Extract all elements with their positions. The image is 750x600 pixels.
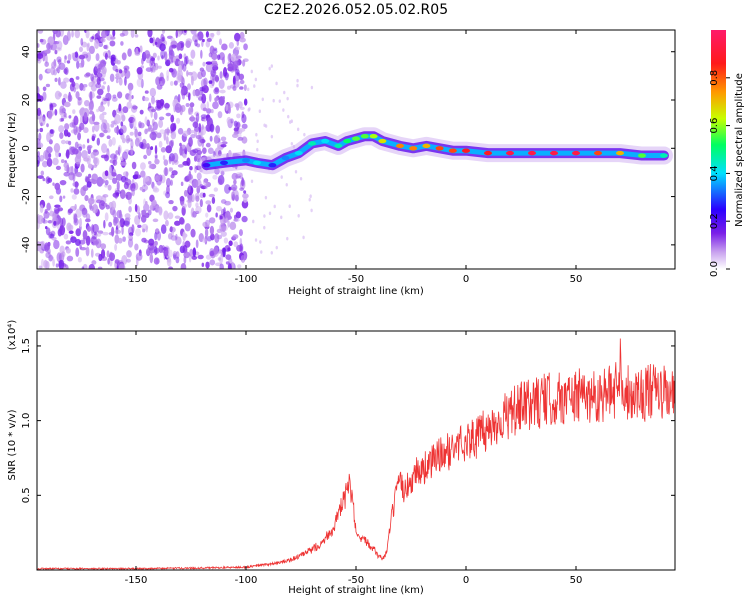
spectrogram-x-axis: -150 -100 -50 0 50 [125,30,583,285]
ridge-point [253,160,261,165]
ridge-point [352,136,360,141]
ridge-point [409,146,418,151]
y-tick-label: 40 [21,45,32,58]
snr-frame [36,330,676,571]
spectrogram-panel: -150 -100 -50 0 50 -40 -20 0 20 40 Height of str… [7,29,676,297]
y-tick-label: 0 [21,145,32,151]
ridge-point [396,143,404,149]
snr-y-axis: 0.5 1.0 1.5 [21,338,675,503]
snr-x-axis: -150 -100 -50 0 50 [125,331,583,586]
ridge-point [435,146,444,151]
ridge-point [360,134,369,139]
x-tick-label: 0 [463,274,469,285]
snr-y-axis-label: SNR (10 * v/v) [7,409,18,480]
x-tick-label: 50 [570,274,583,285]
colorbar-label: Normalized spectral amplitude [734,73,745,227]
ridge-point [281,155,290,161]
spectrogram-ridge [197,127,673,175]
x-tick-label: -100 [235,575,258,586]
ridge-point [334,143,343,149]
ridge-point [268,162,277,168]
x-tick-label: 50 [570,575,583,586]
y-tick-label: -20 [21,188,32,204]
ridge-point [506,150,514,156]
ridge-point [462,148,470,153]
ridge-point [528,150,536,156]
colorbar-tick-label: 0.6 [709,118,720,134]
x-tick-label: -150 [125,274,148,285]
chart-title: C2E2.2026.052.05.02.R05 [264,2,448,18]
ridge-point [369,134,378,139]
colorbar-gradient [711,30,726,269]
ridge-point [308,141,316,146]
ridge-point [572,150,580,156]
snr-plot-area [37,338,675,570]
y-tick-label: 20 [21,94,32,107]
colorbar-tick-label: 0.8 [709,70,720,86]
ridge-point [484,150,492,156]
snr-x-axis-label: Height of straight line (km) [288,585,424,596]
x-tick-label: -100 [235,274,258,285]
ridge-point [638,153,646,158]
ridge-point [594,150,602,156]
colorbar-axis: 0.0 0.2 0.4 0.6 0.8 [709,70,730,277]
ridge-point [343,138,352,144]
y-tick-label: 0.5 [21,487,32,503]
y-tick-label: -40 [21,237,32,253]
snr-panel: -150 -100 -50 0 50 0.5 1.0 1.5 Height of strai… [7,320,676,596]
x-tick-label: -50 [348,274,364,285]
ridge-point [242,158,250,163]
spectrogram-y-axis-label: Frequency (Hz) [7,112,18,188]
y-tick-label: 1.0 [21,413,32,429]
colorbar-tick-label: 0.0 [709,261,720,277]
spectrogram-noise-region [37,30,314,269]
x-tick-label: -150 [125,575,148,586]
ridge-point [660,153,668,158]
snr-y-multiplier: (x10⁴) [7,320,18,351]
snr-series-line [37,338,675,570]
ridge-point [616,150,624,156]
colorbar-tick-label: 0.2 [709,213,720,229]
ridge-point [321,138,330,144]
ridge-point [378,138,387,144]
y-tick-label: 1.5 [21,338,32,354]
colorbar: 0.0 0.2 0.4 0.6 0.8 Normalized spectral ampl… [709,30,745,277]
spectrogram-plot-area [37,30,673,269]
spectrogram-y-axis: -40 -20 0 20 40 [21,45,675,253]
x-tick-label: 0 [463,575,469,586]
ridge-point [448,148,457,153]
colorbar-tick-label: 0.4 [709,165,720,181]
ridge-point [550,150,558,156]
ridge-point [202,162,211,168]
ridge-point [220,160,228,165]
x-tick-label: -50 [348,575,364,586]
ridge-point [294,150,303,156]
ridge-point [422,143,431,149]
spectrogram-x-axis-label: Height of straight line (km) [288,286,424,297]
